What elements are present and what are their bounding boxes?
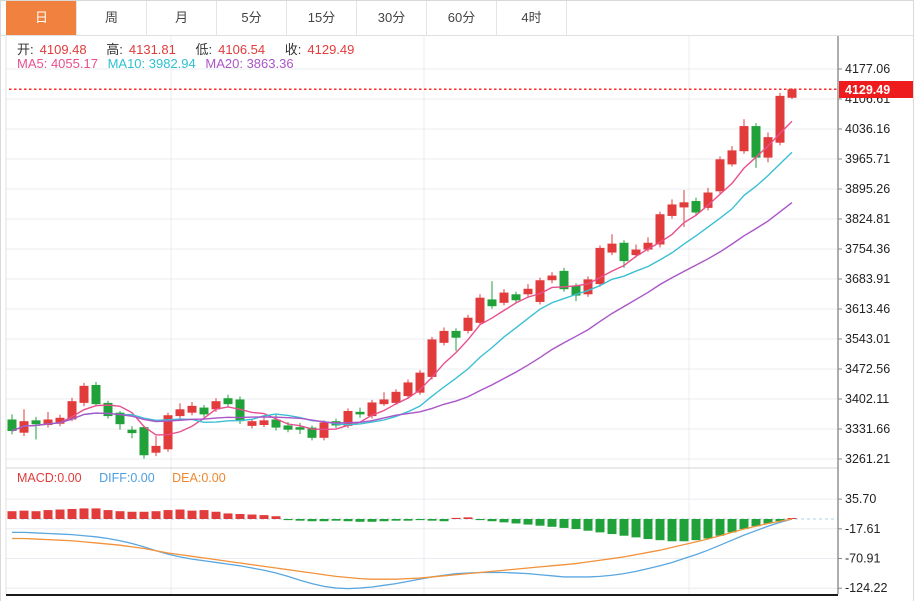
tab-day[interactable]: 日 [6,1,77,35]
svg-text:3613.46: 3613.46 [845,302,890,316]
ma10-value: MA10: 3982.94 [107,56,196,71]
svg-text:3543.01: 3543.01 [845,332,890,346]
svg-text:35.70: 35.70 [845,492,876,506]
low-value: 4106.54 [218,42,266,57]
close-label: 收: [284,42,302,57]
svg-text:4036.16: 4036.16 [845,122,890,136]
ma5-value: MA5: 4055.17 [17,56,98,71]
svg-text:-17.61: -17.61 [845,522,880,536]
close-value: 4129.49 [307,42,355,57]
svg-text:-124.22: -124.22 [845,581,887,595]
tab-60min[interactable]: 60分 [426,1,497,35]
low-label: 低: [195,42,213,57]
tab-15min[interactable]: 15分 [286,1,357,35]
last-price-badge: 4129.49 [845,83,890,97]
svg-text:3965.71: 3965.71 [845,152,890,166]
diff-value: DIFF:0.00 [99,471,155,485]
svg-text:3472.56: 3472.56 [845,362,890,376]
tab-4hour[interactable]: 4时 [496,1,567,35]
svg-text:4177.06: 4177.06 [845,62,890,76]
svg-text:3683.91: 3683.91 [845,272,890,286]
tab-week[interactable]: 周 [76,1,147,35]
svg-text:3824.81: 3824.81 [845,212,890,226]
tab-5min[interactable]: 5分 [216,1,287,35]
svg-text:3402.11: 3402.11 [845,392,889,406]
macd-header: MACD:0.00 DIFF:0.00 DEA:0.00 [17,471,240,485]
svg-text:3754.36: 3754.36 [845,242,890,256]
ohlc-header: 开: 4109.48 高: 4131.81 低: 4106.54 收: 4129.49 [17,39,370,58]
svg-text:-70.91: -70.91 [845,552,880,566]
ma20-value: MA20: 3863.36 [205,56,294,71]
high-value: 4131.81 [128,42,176,57]
svg-text:3261.21: 3261.21 [845,452,890,466]
tab-month[interactable]: 月 [146,1,217,35]
interval-tabbar: 日 周 月 5分 15分 30分 60分 4时 [1,1,913,36]
svg-text:3895.26: 3895.26 [845,182,890,196]
dea-value: DEA:0.00 [172,471,226,485]
macd-value: MACD:0.00 [17,471,82,485]
high-label: 高: [106,42,123,57]
ma-header: MA5: 4055.17 MA10: 3982.94 MA20: 3863.36 [17,56,300,71]
open-label: 开: [17,42,34,57]
svg-text:3331.66: 3331.66 [845,422,890,436]
open-value: 4109.48 [39,42,87,57]
